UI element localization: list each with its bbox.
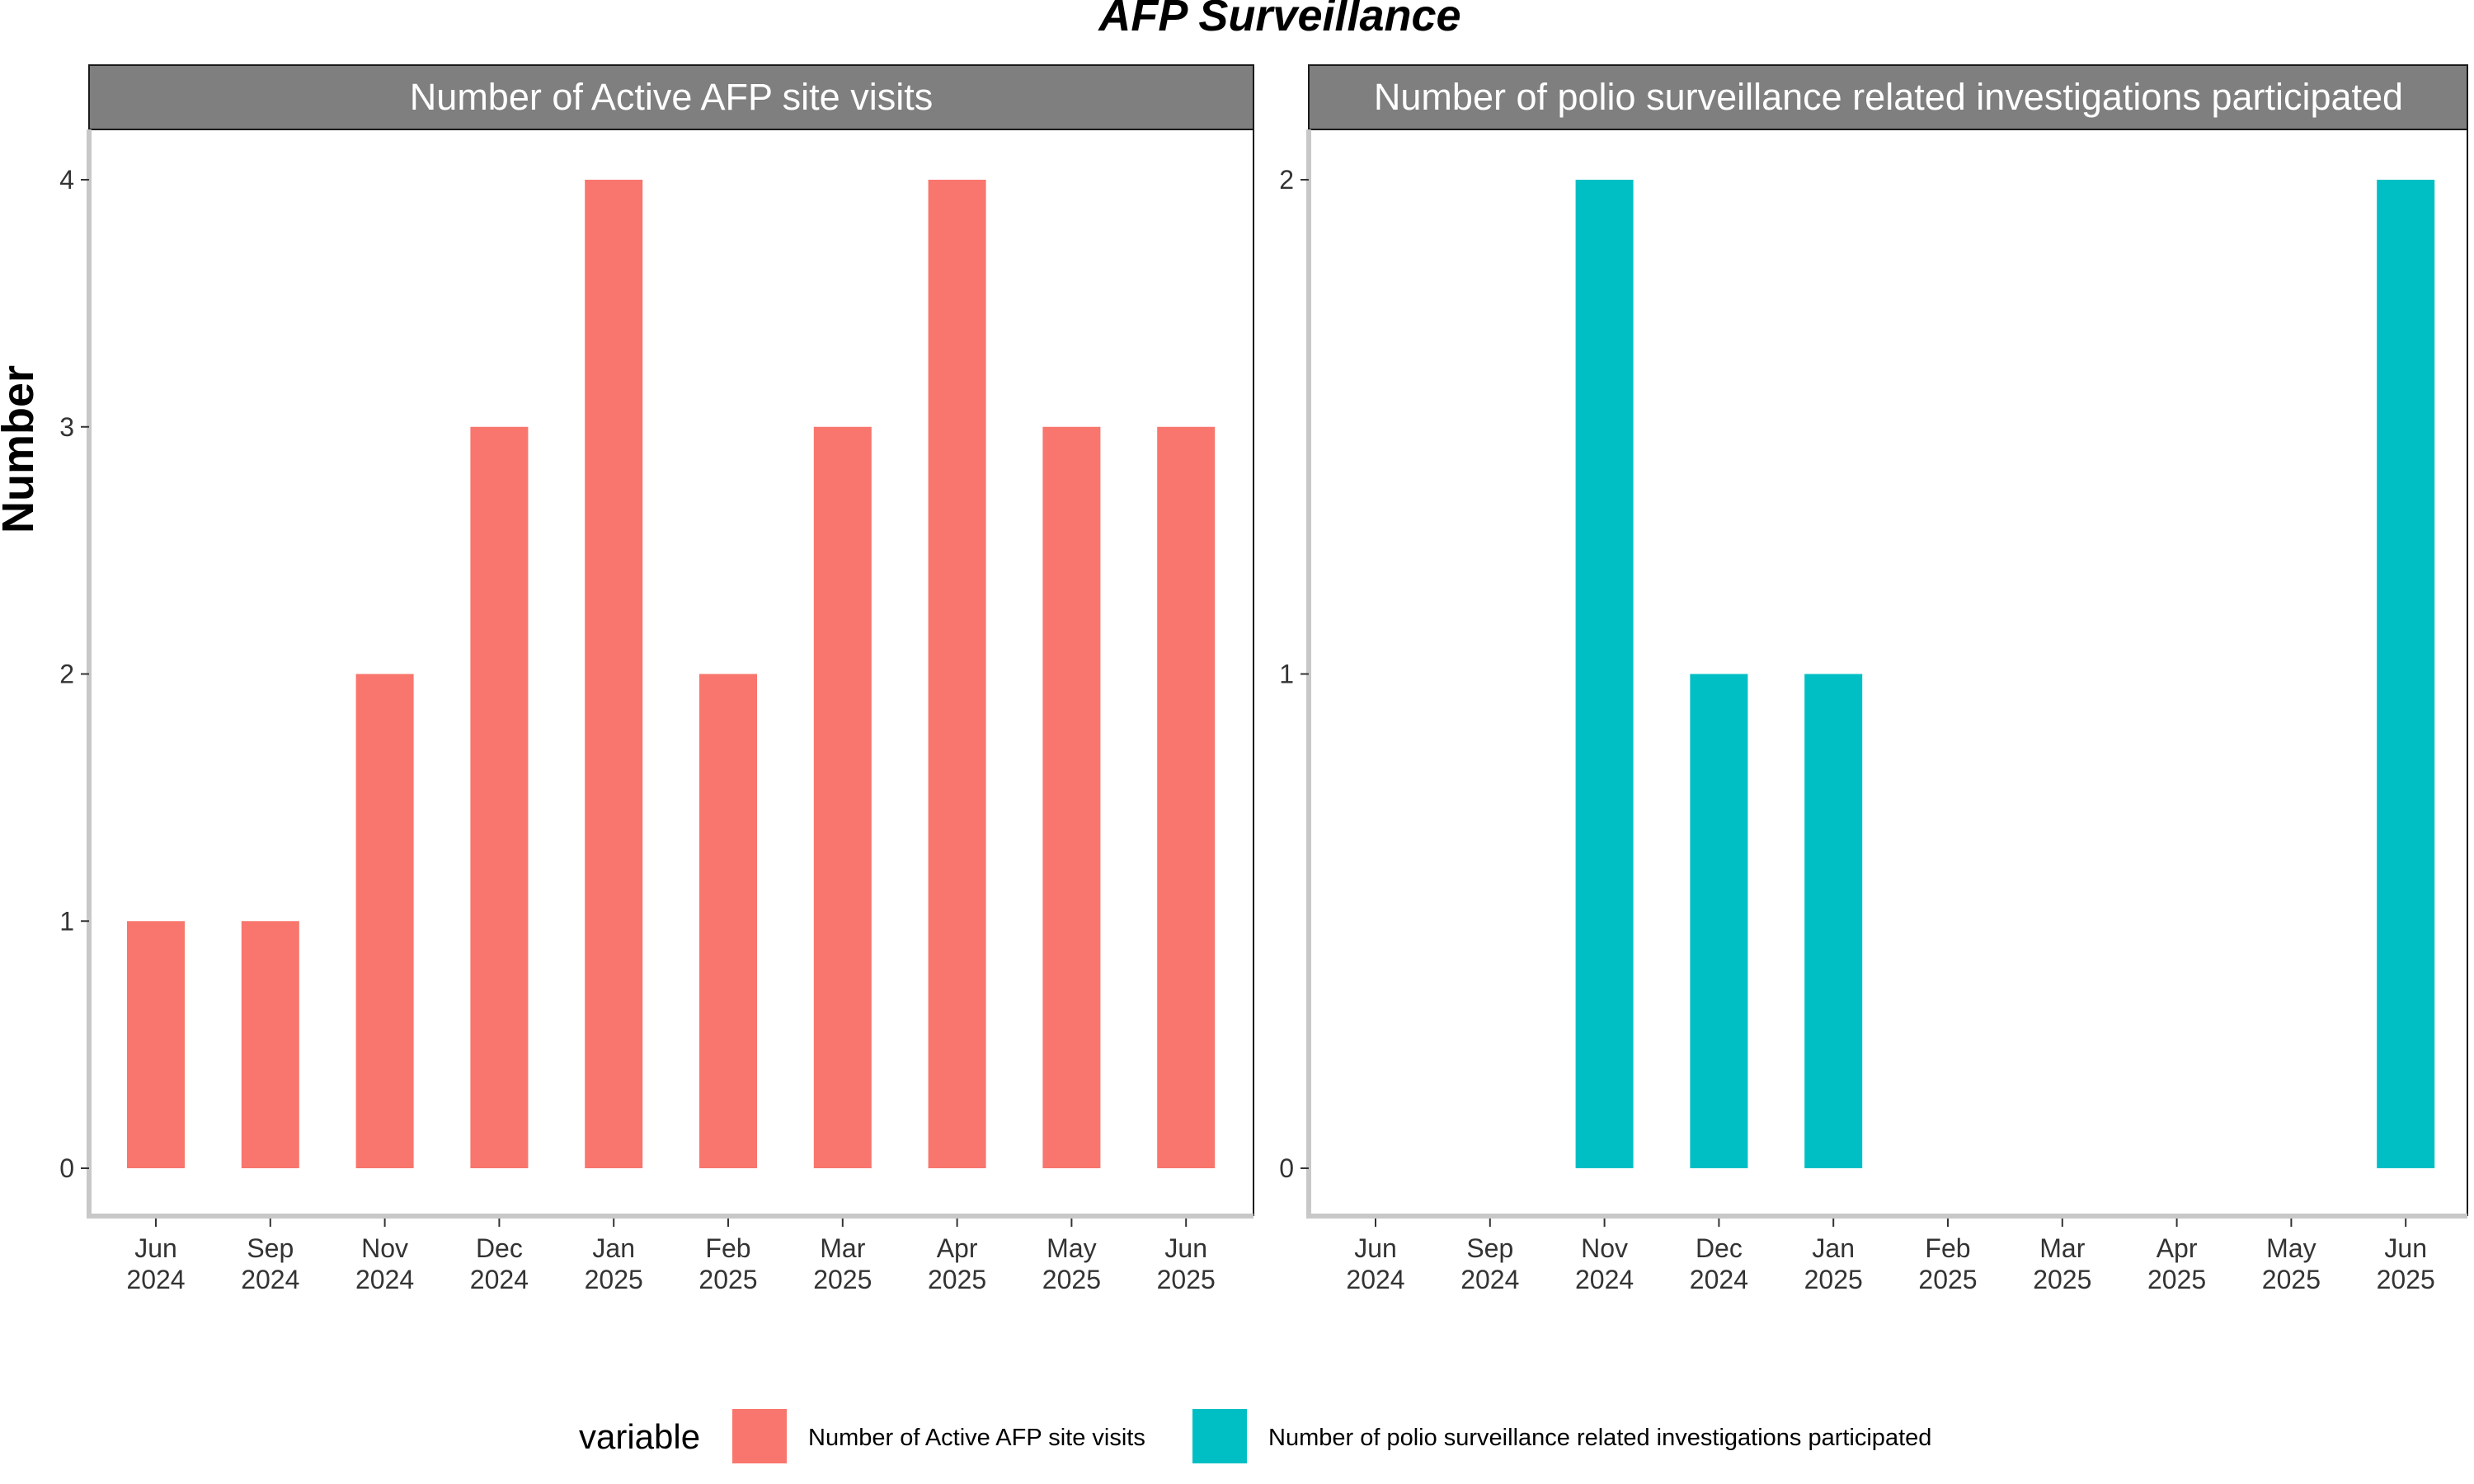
y-tick-label: 0 bbox=[59, 1153, 74, 1183]
y-tick-label: 4 bbox=[59, 165, 74, 195]
y-ticks-right: 0 1 2 bbox=[1279, 165, 1309, 1183]
x-tick-label: Dec 2024 bbox=[1690, 1233, 1748, 1294]
x-tick-label: Sep 2024 bbox=[1460, 1233, 1519, 1294]
facet-panel-right: Number of polio surveillance related inv… bbox=[1279, 64, 2468, 1294]
legend-label-active-afp: Number of Active AFP site visits bbox=[808, 1425, 1145, 1451]
bar bbox=[470, 426, 529, 1168]
facet-panel-left: Number of Active AFP site visits 0 1 2 3 4 J… bbox=[59, 64, 1254, 1294]
bar bbox=[1804, 674, 1863, 1168]
bars-group-right bbox=[1575, 180, 2435, 1168]
bar bbox=[241, 921, 299, 1168]
x-ticks-left: Jun 2024 Sep 2024 Nov 2024 Dec 2024 Jan 2025 Feb 20… bbox=[126, 1219, 1216, 1294]
x-tick-label: Jun 2025 bbox=[1157, 1233, 1216, 1294]
legend-swatch-active-afp bbox=[732, 1409, 787, 1463]
x-tick-label: Apr 2025 bbox=[928, 1233, 986, 1294]
bar bbox=[1042, 426, 1101, 1168]
facet-strip-left bbox=[88, 64, 1254, 130]
x-tick-label: Feb 2025 bbox=[698, 1233, 757, 1294]
y-tick-label: 2 bbox=[59, 660, 74, 689]
bar bbox=[1575, 180, 1634, 1168]
facet-title-right: Number of polio surveillance related inv… bbox=[1374, 76, 2403, 118]
legend-label-polio-investigations: Number of polio surveillance related inv… bbox=[1268, 1425, 1931, 1451]
y-tick-label: 1 bbox=[59, 906, 74, 936]
y-axis-label: Number bbox=[0, 365, 43, 533]
facet-title-left: Number of Active AFP site visits bbox=[410, 76, 933, 118]
chart-title: AFP Surveillance bbox=[1097, 0, 1460, 40]
bar bbox=[127, 921, 185, 1168]
facet-strip-right bbox=[1308, 64, 2468, 130]
legend: variable Number of Active AFP site visit… bbox=[579, 1409, 1931, 1463]
legend-swatch-polio-investigations bbox=[1192, 1409, 1247, 1463]
x-tick-label: Jun 2025 bbox=[2377, 1233, 2435, 1294]
bar bbox=[813, 426, 872, 1168]
x-tick-label: Jan 2025 bbox=[1804, 1233, 1863, 1294]
x-tick-label: Jun 2024 bbox=[126, 1233, 185, 1294]
y-tick-label: 2 bbox=[1279, 165, 1294, 195]
bar bbox=[1690, 674, 1748, 1168]
bar bbox=[355, 674, 414, 1168]
bar bbox=[699, 674, 757, 1168]
bar bbox=[1157, 426, 1216, 1168]
x-ticks-right: Jun 2024 Sep 2024 Nov 2024 Dec 2024 Jan 2025 Feb 20… bbox=[1346, 1219, 2435, 1294]
y-tick-label: 0 bbox=[1279, 1153, 1294, 1183]
x-tick-label: Nov 2024 bbox=[1575, 1233, 1634, 1294]
bar bbox=[928, 180, 986, 1168]
x-tick-label: Jan 2025 bbox=[585, 1233, 643, 1294]
bars-group-left bbox=[127, 180, 1216, 1168]
x-tick-label: Nov 2024 bbox=[355, 1233, 414, 1294]
y-tick-label: 3 bbox=[59, 412, 74, 442]
x-tick-label: Mar 2025 bbox=[813, 1233, 872, 1294]
y-ticks-left: 0 1 2 3 4 bbox=[59, 165, 89, 1183]
bar bbox=[585, 180, 643, 1168]
x-tick-label: Dec 2024 bbox=[470, 1233, 529, 1294]
x-tick-label: Apr 2025 bbox=[2147, 1233, 2206, 1294]
x-tick-label: May 2025 bbox=[1042, 1233, 1101, 1294]
x-tick-label: Feb 2025 bbox=[1918, 1233, 1977, 1294]
legend-title: variable bbox=[579, 1417, 700, 1456]
x-tick-label: Mar 2025 bbox=[2033, 1233, 2091, 1294]
x-tick-label: Sep 2024 bbox=[241, 1233, 299, 1294]
x-tick-label: Jun 2024 bbox=[1346, 1233, 1404, 1294]
bar bbox=[2377, 180, 2435, 1168]
y-tick-label: 1 bbox=[1279, 660, 1294, 689]
x-tick-label: May 2025 bbox=[2262, 1233, 2321, 1294]
